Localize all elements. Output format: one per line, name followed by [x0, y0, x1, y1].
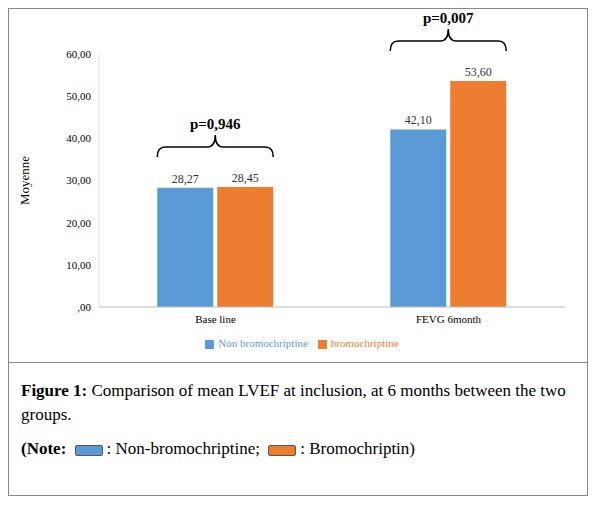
svg-text:p=0,007: p=0,007: [423, 10, 474, 26]
svg-text:28,45: 28,45: [232, 171, 259, 185]
html-text:(Note:: (Note:: [21, 439, 67, 458]
svg-text:10,00: 10,00: [66, 259, 91, 271]
svg-text:28,27: 28,27: [172, 172, 199, 186]
svg-text:Base line: Base line: [195, 313, 236, 325]
html-text:Non bromochriptine: Non bromochriptine: [218, 337, 308, 349]
svg-text:40,00: 40,00: [66, 132, 91, 144]
svg-text:20,00: 20,00: [66, 217, 91, 229]
html-text:: Bromochriptin): : Bromochriptin): [300, 439, 415, 458]
svg-text:30,00: 30,00: [66, 174, 91, 186]
svg-text:,00: ,00: [77, 301, 91, 313]
svg-text:FEVG 6month: FEVG 6month: [416, 313, 482, 325]
svg-text:53,60: 53,60: [465, 65, 492, 79]
svg-text:60,00: 60,00: [66, 48, 91, 60]
svg-text:50,00: 50,00: [66, 90, 91, 102]
html-text:Figure 1: Comparison of mean L: Figure 1: Comparison of mean LVEF at inc…: [21, 381, 566, 424]
svg-text:Moyenne: Moyenne: [17, 156, 32, 205]
svg-text:p=0,946: p=0,946: [190, 116, 241, 132]
svg-text:42,10: 42,10: [405, 113, 432, 127]
html-text:: Non-bromochriptine;: : Non-bromochriptine;: [106, 439, 260, 458]
html-text:bromochriptine: bromochriptine: [330, 337, 399, 349]
